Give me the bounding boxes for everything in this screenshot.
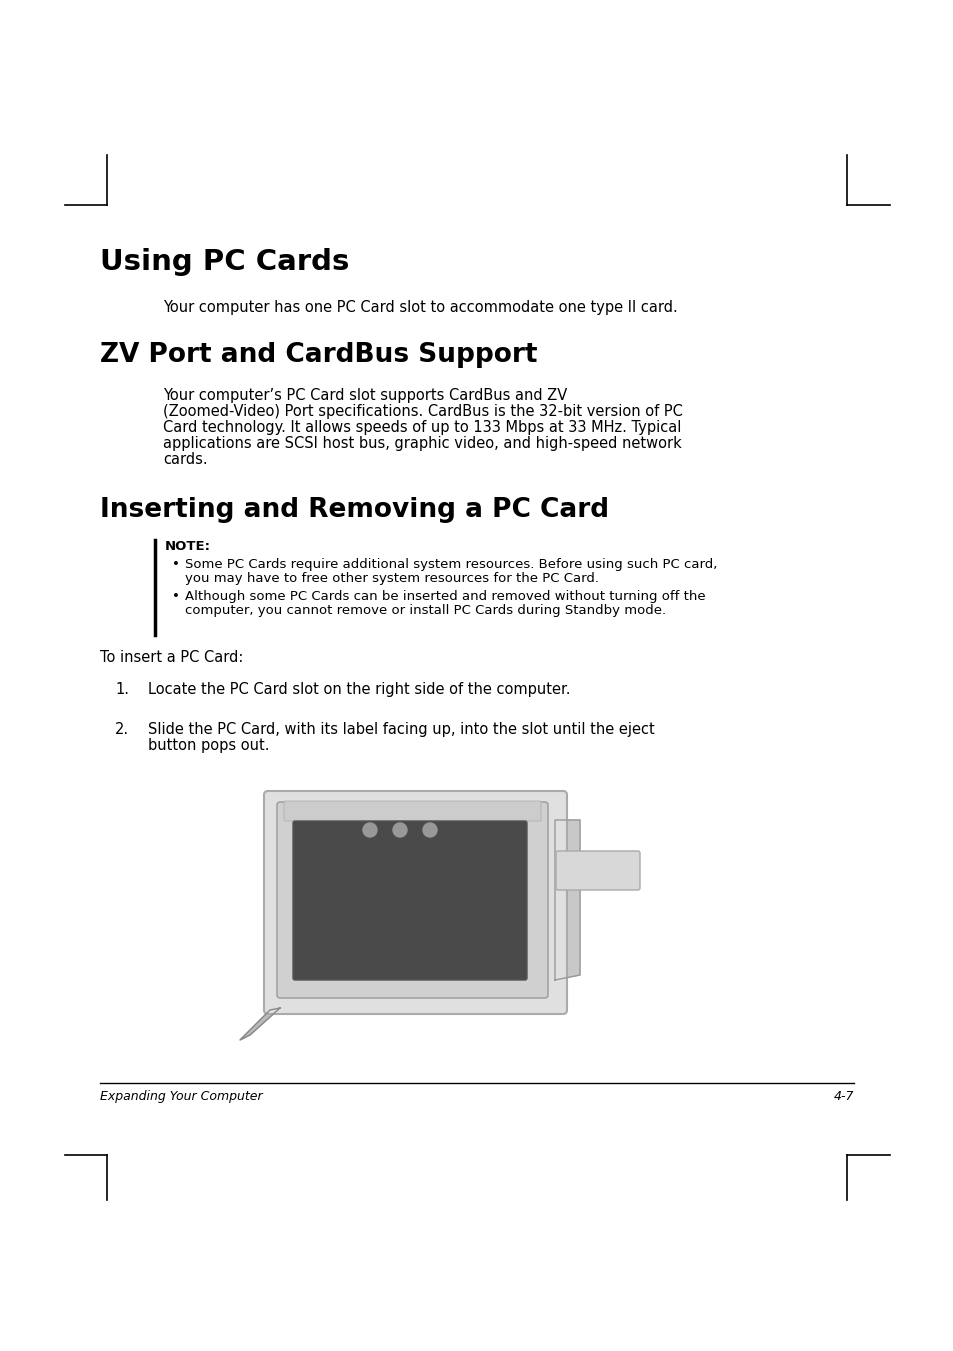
Text: 1.: 1. — [115, 682, 129, 697]
FancyBboxPatch shape — [293, 821, 526, 979]
Text: computer, you cannot remove or install PC Cards during Standby mode.: computer, you cannot remove or install P… — [185, 604, 665, 617]
Text: Inserting and Removing a PC Card: Inserting and Removing a PC Card — [100, 497, 608, 523]
Text: cards.: cards. — [163, 453, 208, 467]
Text: ZV Port and CardBus Support: ZV Port and CardBus Support — [100, 342, 537, 367]
Text: applications are SCSI host bus, graphic video, and high-speed network: applications are SCSI host bus, graphic … — [163, 436, 681, 451]
Text: Card technology. It allows speeds of up to 133 Mbps at 33 MHz. Typical: Card technology. It allows speeds of up … — [163, 420, 680, 435]
Text: Some PC Cards require additional system resources. Before using such PC card,: Some PC Cards require additional system … — [185, 558, 717, 571]
Text: NOTE:: NOTE: — [165, 540, 211, 553]
Text: Your computer has one PC Card slot to accommodate one type II card.: Your computer has one PC Card slot to ac… — [163, 300, 677, 315]
Text: Using PC Cards: Using PC Cards — [100, 249, 349, 276]
Text: you may have to free other system resources for the PC Card.: you may have to free other system resour… — [185, 571, 598, 585]
Polygon shape — [240, 1008, 280, 1040]
Text: Although some PC Cards can be inserted and removed without turning off the: Although some PC Cards can be inserted a… — [185, 590, 705, 603]
Text: 4-7: 4-7 — [833, 1090, 853, 1102]
Text: •: • — [172, 590, 180, 603]
Text: •: • — [172, 558, 180, 571]
Circle shape — [422, 823, 436, 838]
Circle shape — [393, 823, 407, 838]
Text: 2.: 2. — [115, 721, 129, 738]
Text: Slide the PC Card, with its label facing up, into the slot until the eject: Slide the PC Card, with its label facing… — [148, 721, 654, 738]
FancyBboxPatch shape — [276, 802, 547, 998]
Text: Your computer’s PC Card slot supports CardBus and ZV: Your computer’s PC Card slot supports Ca… — [163, 388, 567, 403]
FancyBboxPatch shape — [264, 790, 566, 1015]
Text: Locate the PC Card slot on the right side of the computer.: Locate the PC Card slot on the right sid… — [148, 682, 570, 697]
Text: button pops out.: button pops out. — [148, 738, 269, 753]
Text: Expanding Your Computer: Expanding Your Computer — [100, 1090, 262, 1102]
FancyBboxPatch shape — [284, 801, 540, 821]
Circle shape — [363, 823, 376, 838]
Polygon shape — [555, 820, 579, 979]
Text: To insert a PC Card:: To insert a PC Card: — [100, 650, 243, 665]
Text: (Zoomed-Video) Port specifications. CardBus is the 32-bit version of PC: (Zoomed-Video) Port specifications. Card… — [163, 404, 682, 419]
FancyBboxPatch shape — [556, 851, 639, 890]
